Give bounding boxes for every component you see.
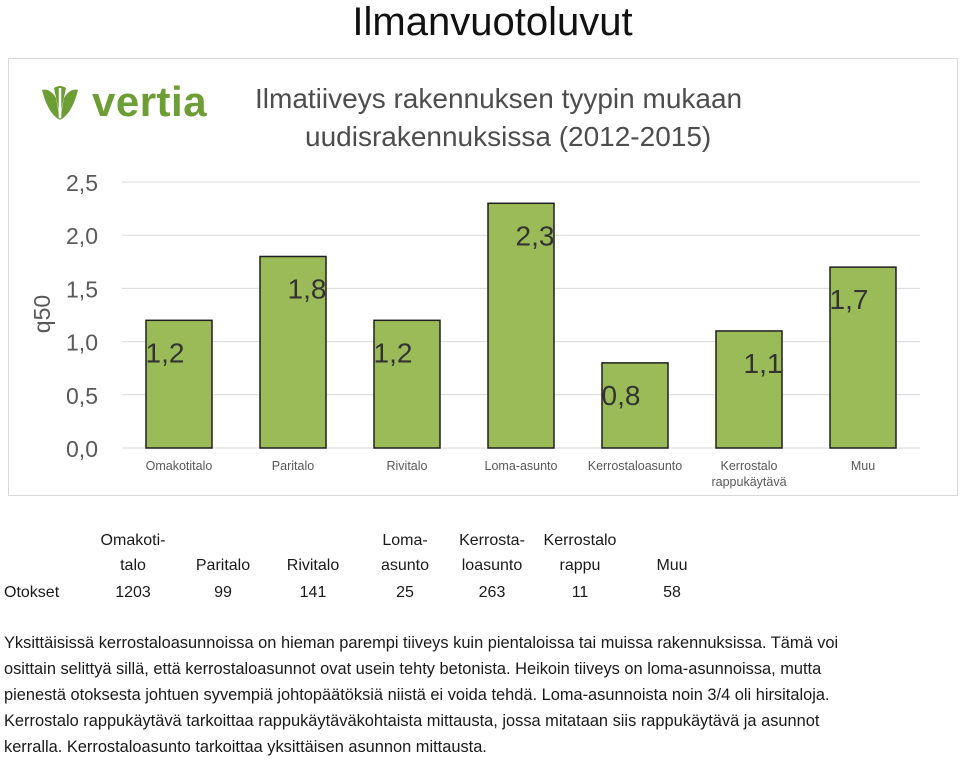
- y-tick-label: 1,5: [66, 276, 98, 302]
- table-cell-count: 263: [478, 584, 506, 601]
- vertia-logo: vertia: [40, 78, 230, 125]
- bar: [145, 319, 213, 449]
- bar: [715, 330, 783, 449]
- footnote-line: kerralla. Kerrostaloasunto tarkoittaa yk…: [4, 738, 487, 756]
- x-tick-label: rappukäytävä: [711, 475, 786, 489]
- y-tick-label: 0,5: [66, 383, 98, 409]
- data-label: 0,8: [602, 380, 641, 411]
- x-tick-label: Rivitalo: [387, 459, 428, 473]
- table-header-line: Omakoti-: [100, 532, 166, 549]
- table-header-line: Kerrosta-: [459, 532, 525, 549]
- table-row-label: Otokset: [4, 584, 60, 601]
- table-header-line: Paritalo: [195, 557, 251, 574]
- table-cell-count: 1203: [115, 584, 151, 601]
- bar: [373, 319, 441, 449]
- table-cell-count: 25: [396, 584, 414, 601]
- bar: [601, 362, 669, 449]
- table-header-line: rappu: [559, 557, 601, 574]
- footnote-text: Yksittäisissä kerrostaloasunnoissa on hi…: [4, 630, 954, 760]
- y-tick-label: 2,5: [66, 170, 98, 196]
- footnote-line: Yksittäisissä kerrostaloasunnoissa on hi…: [4, 634, 839, 652]
- table-header-line: Kerrostalo: [543, 532, 617, 549]
- vertia-leaf-icon: [42, 86, 78, 120]
- x-tick-label: Muu: [851, 459, 875, 473]
- table-header-line: Loma-: [382, 532, 428, 549]
- y-axis-label: q50: [29, 295, 55, 333]
- chart-title-line-2: uudisrakennuksissa (2012-2015): [305, 121, 712, 152]
- bar: [259, 255, 327, 449]
- logo-text: vertia: [92, 78, 208, 125]
- y-tick-label: 1,0: [66, 330, 98, 356]
- chart-title: Ilmatiiveys rakennuksen tyypin mukaan uu…: [255, 80, 815, 156]
- chart-title-line-1: Ilmatiiveys rakennuksen tyypin mukaan: [255, 83, 743, 114]
- y-tick-label: 0,0: [66, 436, 98, 462]
- table-header-line: loasunto: [461, 557, 523, 574]
- table-cell-count: 58: [663, 584, 681, 601]
- data-label: 2,3: [516, 220, 555, 251]
- footnote-line: pienestä otoksesta johtuen syvempiä joht…: [4, 686, 830, 704]
- table-header-line: Muu: [656, 557, 688, 574]
- table-cell-count: 99: [214, 584, 232, 601]
- x-tick-label: Kerrostaloasunto: [588, 459, 683, 473]
- footnote-line: Kerrostalo rappukäytävä tarkoittaa rappu…: [4, 712, 820, 730]
- table-header-line: talo: [120, 557, 146, 574]
- table-header-line: asunto: [380, 557, 430, 574]
- page-title: Ilmanvuotoluvut: [352, 0, 633, 44]
- table-cell-count: 141: [299, 584, 327, 601]
- x-tick-label: Loma-asunto: [485, 459, 558, 473]
- table-header-line: Rivitalo: [286, 557, 340, 574]
- data-label: 1,8: [288, 273, 327, 304]
- bar-chart: 0,0 0,5 1,0 1,5 2,0 2,5 q50 1,2 Omakotitalo 1,8 Pa…: [29, 170, 920, 489]
- x-tick-label: Omakotitalo: [146, 459, 213, 473]
- data-label: 1,2: [374, 337, 413, 368]
- data-label: 1,7: [830, 284, 869, 315]
- bar: [487, 202, 555, 449]
- x-tick-label: Paritalo: [272, 459, 314, 473]
- x-tick-label: Kerrostalo: [721, 459, 778, 473]
- footnote-line: osittain selittyä sillä, että kerrostalo…: [4, 660, 822, 678]
- y-tick-label: 2,0: [66, 223, 98, 249]
- data-label: 1,2: [146, 337, 185, 368]
- data-label: 1,1: [744, 348, 783, 379]
- table-cell-count: 11: [571, 584, 589, 601]
- bar: [829, 266, 897, 449]
